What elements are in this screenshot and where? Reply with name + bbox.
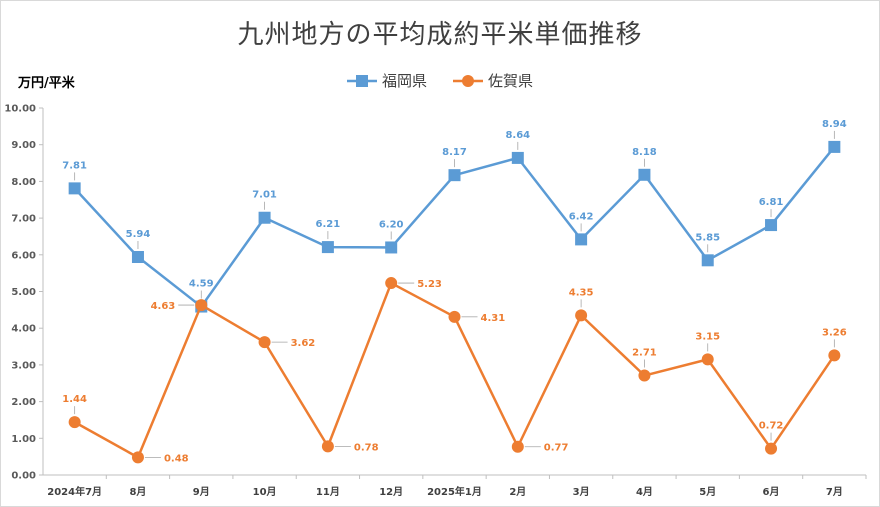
data-label: 5.85 <box>695 232 720 243</box>
x-tick-label: 11月 <box>316 486 340 498</box>
data-point-square <box>258 211 271 224</box>
x-tick-label: 3月 <box>573 486 590 498</box>
data-label: 6.20 <box>379 219 404 230</box>
legend-label-fukuoka: 福岡県 <box>381 72 427 90</box>
data-label: 2.71 <box>632 348 657 359</box>
data-point-circle <box>448 310 461 323</box>
x-tick-label: 7月 <box>826 486 843 498</box>
data-label: 6.81 <box>759 197 784 208</box>
data-point-square <box>321 241 334 254</box>
data-label: 8.18 <box>632 147 657 158</box>
data-point-square <box>575 233 588 246</box>
data-point-square <box>828 140 841 153</box>
data-label: 7.01 <box>252 190 277 201</box>
y-tick-label: 6.00 <box>11 250 36 261</box>
data-point-square <box>385 241 398 254</box>
data-point-square <box>701 254 714 267</box>
data-point-circle <box>828 349 841 362</box>
legend-item-saga: 佐賀県 <box>453 70 533 91</box>
y-tick-label: 4.00 <box>11 324 36 335</box>
x-tick-label: 4月 <box>636 486 653 498</box>
data-label: 0.78 <box>354 442 379 453</box>
data-label: 8.64 <box>505 130 530 141</box>
y-tick-label: 3.00 <box>11 360 36 371</box>
data-point-circle <box>511 440 524 453</box>
data-point-circle <box>195 299 208 312</box>
y-tick-label: 10.00 <box>4 104 36 115</box>
x-tick-label: 12月 <box>379 486 403 498</box>
data-point-circle <box>258 336 271 349</box>
y-tick-label: 2.00 <box>11 397 36 408</box>
x-tick-label: 10月 <box>253 486 277 498</box>
data-label: 3.62 <box>291 338 316 349</box>
legend: 福岡県 佐賀県 <box>0 70 880 91</box>
data-label: 0.77 <box>544 443 569 454</box>
x-tick-label: 9月 <box>193 486 210 498</box>
data-label: 4.59 <box>189 279 214 290</box>
data-point-square <box>68 182 81 195</box>
y-tick-label: 5.00 <box>11 287 36 298</box>
y-tick-label: 8.00 <box>11 177 36 188</box>
y-tick-label: 9.00 <box>11 140 36 151</box>
data-point-circle <box>575 309 588 322</box>
y-tick-label: 0.00 <box>11 471 36 482</box>
data-label: 7.81 <box>62 160 87 171</box>
data-label: 4.35 <box>569 287 594 298</box>
data-point-square <box>765 219 778 232</box>
data-label: 4.63 <box>151 301 176 312</box>
y-tick-label: 1.00 <box>11 434 36 445</box>
data-point-circle <box>68 416 81 429</box>
legend-label-saga: 佐賀県 <box>488 72 534 90</box>
x-tick-label: 2024年7月 <box>47 485 102 498</box>
data-label: 0.48 <box>164 453 189 464</box>
y-tick-label: 7.00 <box>11 214 36 225</box>
data-point-square <box>638 168 651 181</box>
x-tick-label: 6月 <box>763 486 780 498</box>
data-point-circle <box>321 440 334 453</box>
data-label: 4.31 <box>481 313 506 324</box>
data-point-square <box>448 169 461 182</box>
x-tick-label: 5月 <box>699 486 716 498</box>
data-label: 5.94 <box>126 229 151 240</box>
chart-title: 九州地方の平均成約平米単価推移 <box>237 20 643 50</box>
y-axis-unit-label: 万円/平米 <box>18 76 75 91</box>
data-point-circle <box>131 451 144 464</box>
data-point-circle <box>638 369 651 382</box>
data-point-circle <box>701 353 714 366</box>
x-tick-label: 2月 <box>509 486 526 498</box>
data-label: 5.23 <box>417 279 442 290</box>
data-label: 8.94 <box>822 119 847 130</box>
data-point-circle <box>385 277 398 290</box>
data-label: 3.15 <box>695 331 720 342</box>
legend-marker-circle <box>453 74 483 87</box>
data-label: 3.26 <box>822 327 847 338</box>
data-point-circle <box>765 442 778 455</box>
data-label: 0.72 <box>759 421 784 432</box>
x-tick-label: 8月 <box>129 486 146 498</box>
series-line-1 <box>74 281 836 459</box>
data-label: 6.21 <box>316 219 341 230</box>
legend-marker-square <box>346 74 377 87</box>
data-point-square <box>511 151 524 164</box>
data-label: 1.44 <box>62 394 87 405</box>
data-point-square <box>131 251 144 264</box>
data-label: 8.17 <box>442 147 467 158</box>
legend-item-fukuoka: 福岡県 <box>346 70 427 91</box>
x-tick-label: 2025年1月 <box>427 485 482 498</box>
data-label: 6.42 <box>569 211 594 222</box>
